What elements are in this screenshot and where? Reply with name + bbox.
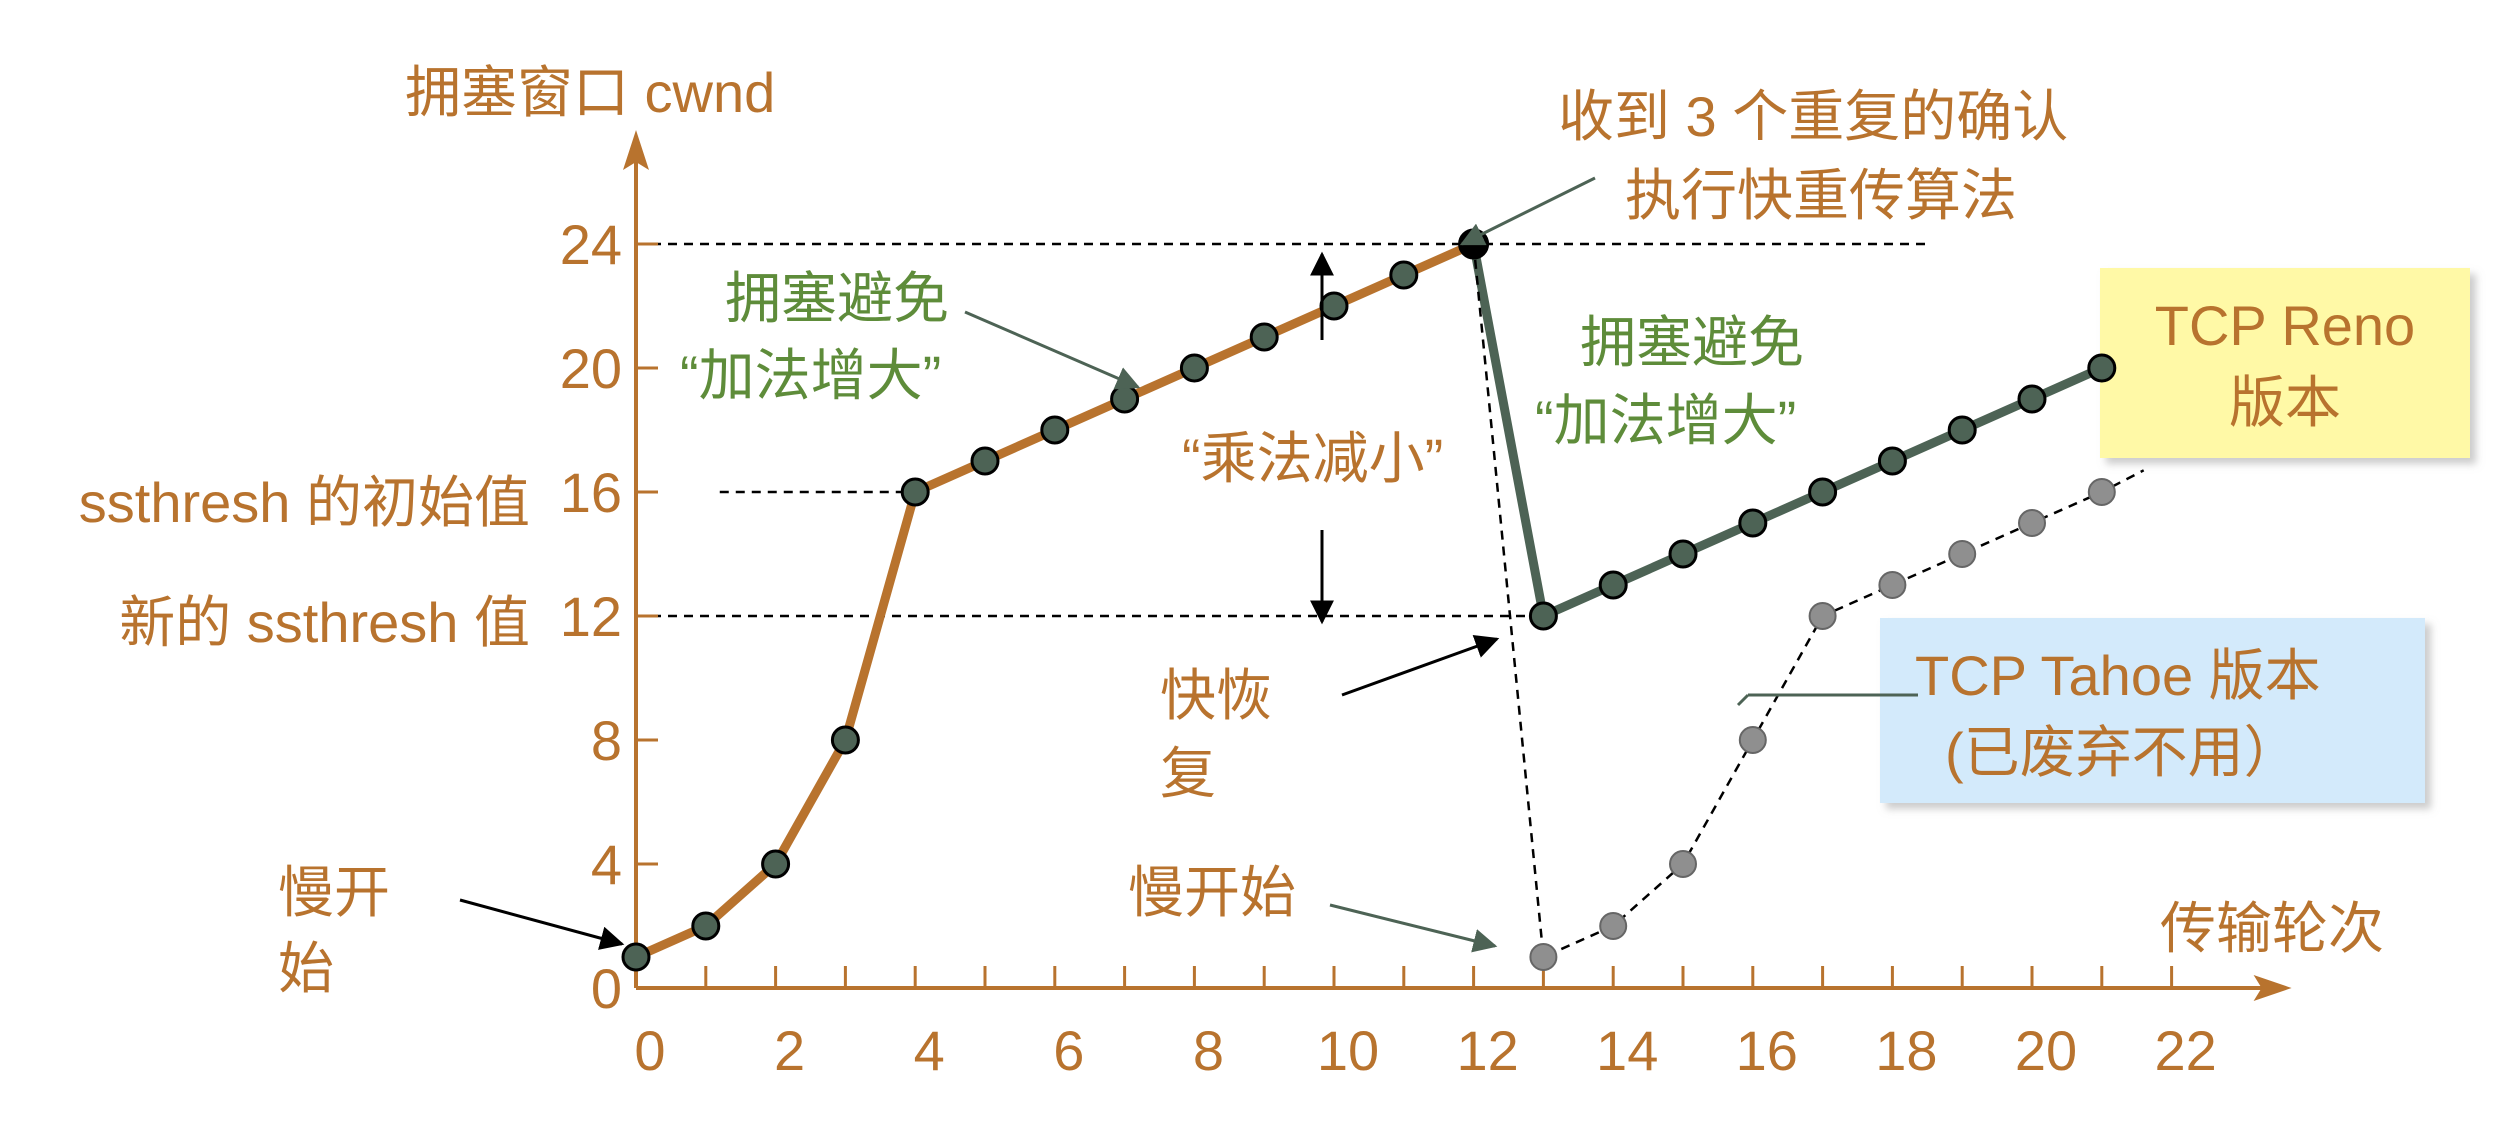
data-point	[970, 446, 1000, 476]
y-tick-label: 0	[591, 957, 622, 1020]
x-tick-label: 10	[1317, 1019, 1379, 1082]
ca1-arrow	[964, 310, 1141, 390]
data-point	[1528, 601, 1558, 631]
series-line-1	[1469, 243, 2104, 621]
x-tick-label: 18	[1875, 1019, 1937, 1082]
fast-recovery-label-line2: 复	[1160, 742, 1216, 805]
congestion-avoidance-label-1-line2: “加法增大”	[680, 344, 941, 407]
data-point	[761, 849, 791, 879]
data-point	[1598, 570, 1628, 600]
x-tick-label: 14	[1596, 1019, 1658, 1082]
data-point	[1878, 571, 1907, 599]
fast-recovery-arrow	[1341, 635, 1500, 697]
tahoe-leader-diag	[1736, 693, 1750, 707]
data-point	[1529, 943, 1558, 971]
tahoe-legend-line1: TCP Tahoe 版本	[1915, 644, 2321, 707]
data-point	[2018, 509, 2046, 537]
congestion-avoidance-label-1-line1: 拥塞避免	[725, 267, 949, 330]
data-point	[1668, 539, 1698, 569]
data-point	[1738, 726, 1767, 754]
data-point	[691, 911, 721, 941]
x-tick-label: 6	[1053, 1019, 1084, 1082]
data-point	[1389, 260, 1419, 290]
dup-ack-label-line1: 收到 3 个重复的确认	[1558, 85, 2068, 148]
slow-start-2-label: 慢开始	[1128, 861, 1296, 924]
y-tick-label: 24	[560, 213, 622, 276]
x-tick-label: 12	[1456, 1019, 1518, 1082]
fast-recovery-label-line1: 快恢	[1160, 664, 1272, 727]
reno-legend-box	[2100, 268, 2470, 458]
y-tick-label: 8	[591, 709, 622, 772]
y-tick-label: 16	[560, 461, 622, 524]
data-point	[900, 477, 930, 507]
data-point	[1808, 477, 1838, 507]
data-point	[1249, 322, 1279, 352]
y-axis-title: 拥塞窗口 cwnd	[405, 61, 775, 124]
data-point	[621, 942, 651, 972]
data-point	[1040, 415, 1070, 445]
y-tick-label: 4	[591, 833, 622, 896]
x-tick-label: 4	[914, 1019, 945, 1082]
tahoe-legend-box	[1880, 618, 2425, 803]
x-tick-label: 2	[774, 1019, 805, 1082]
slow-start-label-line2: 始	[278, 937, 334, 1000]
data-point	[1738, 508, 1768, 538]
x-tick-label: 20	[2015, 1019, 2077, 1082]
slow-start-label-line1: 慢开	[278, 861, 390, 924]
reno-legend-line2: 版本	[2229, 371, 2341, 434]
congestion-avoidance-label-2-line1: 拥塞避免	[1580, 311, 1804, 374]
slow-start-2-arrow	[1329, 903, 1498, 953]
slow-start-arrow	[459, 898, 625, 950]
dup-ack-arrow	[1459, 176, 1596, 246]
data-point	[1319, 291, 1349, 321]
data-point	[1179, 353, 1209, 383]
data-point	[2017, 384, 2047, 414]
data-point	[2087, 353, 2117, 383]
data-point	[1669, 850, 1697, 878]
y-axis-arrowhead	[623, 130, 649, 170]
x-axis-title: 传输轮次	[2160, 897, 2384, 960]
ssthresh-initial-label: ssthresh 的初始值	[79, 471, 530, 534]
x-tick-label: 0	[634, 1019, 665, 1082]
dup-ack-label-line2: 执行快重传算法	[1625, 164, 2017, 227]
ssthresh-new-label: 新的 ssthresh 值	[119, 591, 530, 654]
y-tick-label: 12	[560, 585, 622, 648]
x-tick-label: 22	[2154, 1019, 2216, 1082]
x-tick-label: 16	[1736, 1019, 1798, 1082]
reno-legend-line1: TCP Reno	[2155, 294, 2415, 357]
data-point	[830, 725, 860, 755]
data-point	[1947, 415, 1977, 445]
congestion-avoidance-label-2-line2: “加法增大”	[1535, 389, 1796, 452]
x-axis-arrowhead	[2253, 975, 2292, 1001]
tahoe-legend-line2: (已废弃不用）	[1945, 721, 2300, 784]
data-point	[2087, 478, 2116, 506]
x-tick-label: 8	[1193, 1019, 1224, 1082]
data-point	[1808, 602, 1837, 630]
data-point	[1948, 540, 1977, 568]
data-point	[1110, 384, 1140, 414]
data-point	[1877, 446, 1907, 476]
y-tick-label: 20	[560, 337, 622, 400]
data-point	[1599, 912, 1628, 940]
multiplicative-decrease-label: “乘法减小”	[1182, 427, 1443, 490]
